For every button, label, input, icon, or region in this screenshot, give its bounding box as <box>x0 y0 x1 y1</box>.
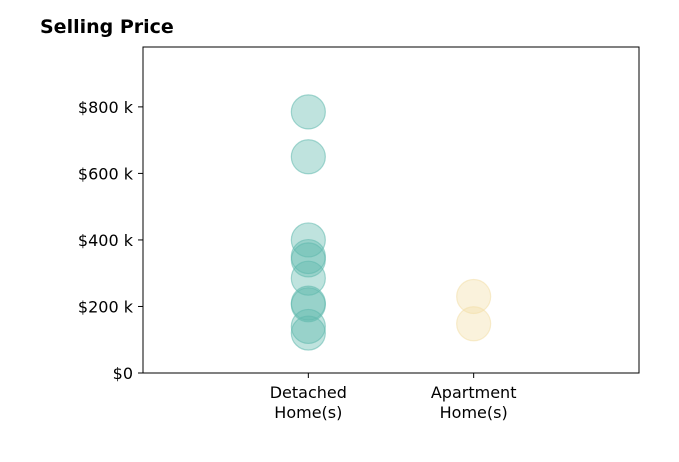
data-point <box>290 315 326 351</box>
data-point <box>290 242 326 278</box>
data-point <box>456 306 492 342</box>
chart-title: Selling Price <box>40 16 174 38</box>
data-point <box>290 94 326 130</box>
y-tick-label: $0 <box>113 364 133 383</box>
data-point <box>290 260 326 296</box>
data-point <box>290 287 326 323</box>
data-points <box>290 94 492 351</box>
plot-frame <box>142 46 640 374</box>
y-tick-label: $600 k <box>78 164 134 183</box>
x-tick-label: Detached <box>270 383 347 402</box>
x-tick-label: Home(s) <box>274 403 342 422</box>
data-point <box>290 139 326 175</box>
x-tick-label: Apartment <box>431 383 517 402</box>
x-tick-label: Home(s) <box>440 403 508 422</box>
y-tick-label: $800 k <box>78 98 134 117</box>
y-tick-label: $200 k <box>78 297 134 316</box>
data-point <box>456 278 492 315</box>
y-tick-label: $400 k <box>78 231 134 250</box>
y-axis: $0 $200 k $400 k $600 k $800 k <box>78 98 143 383</box>
